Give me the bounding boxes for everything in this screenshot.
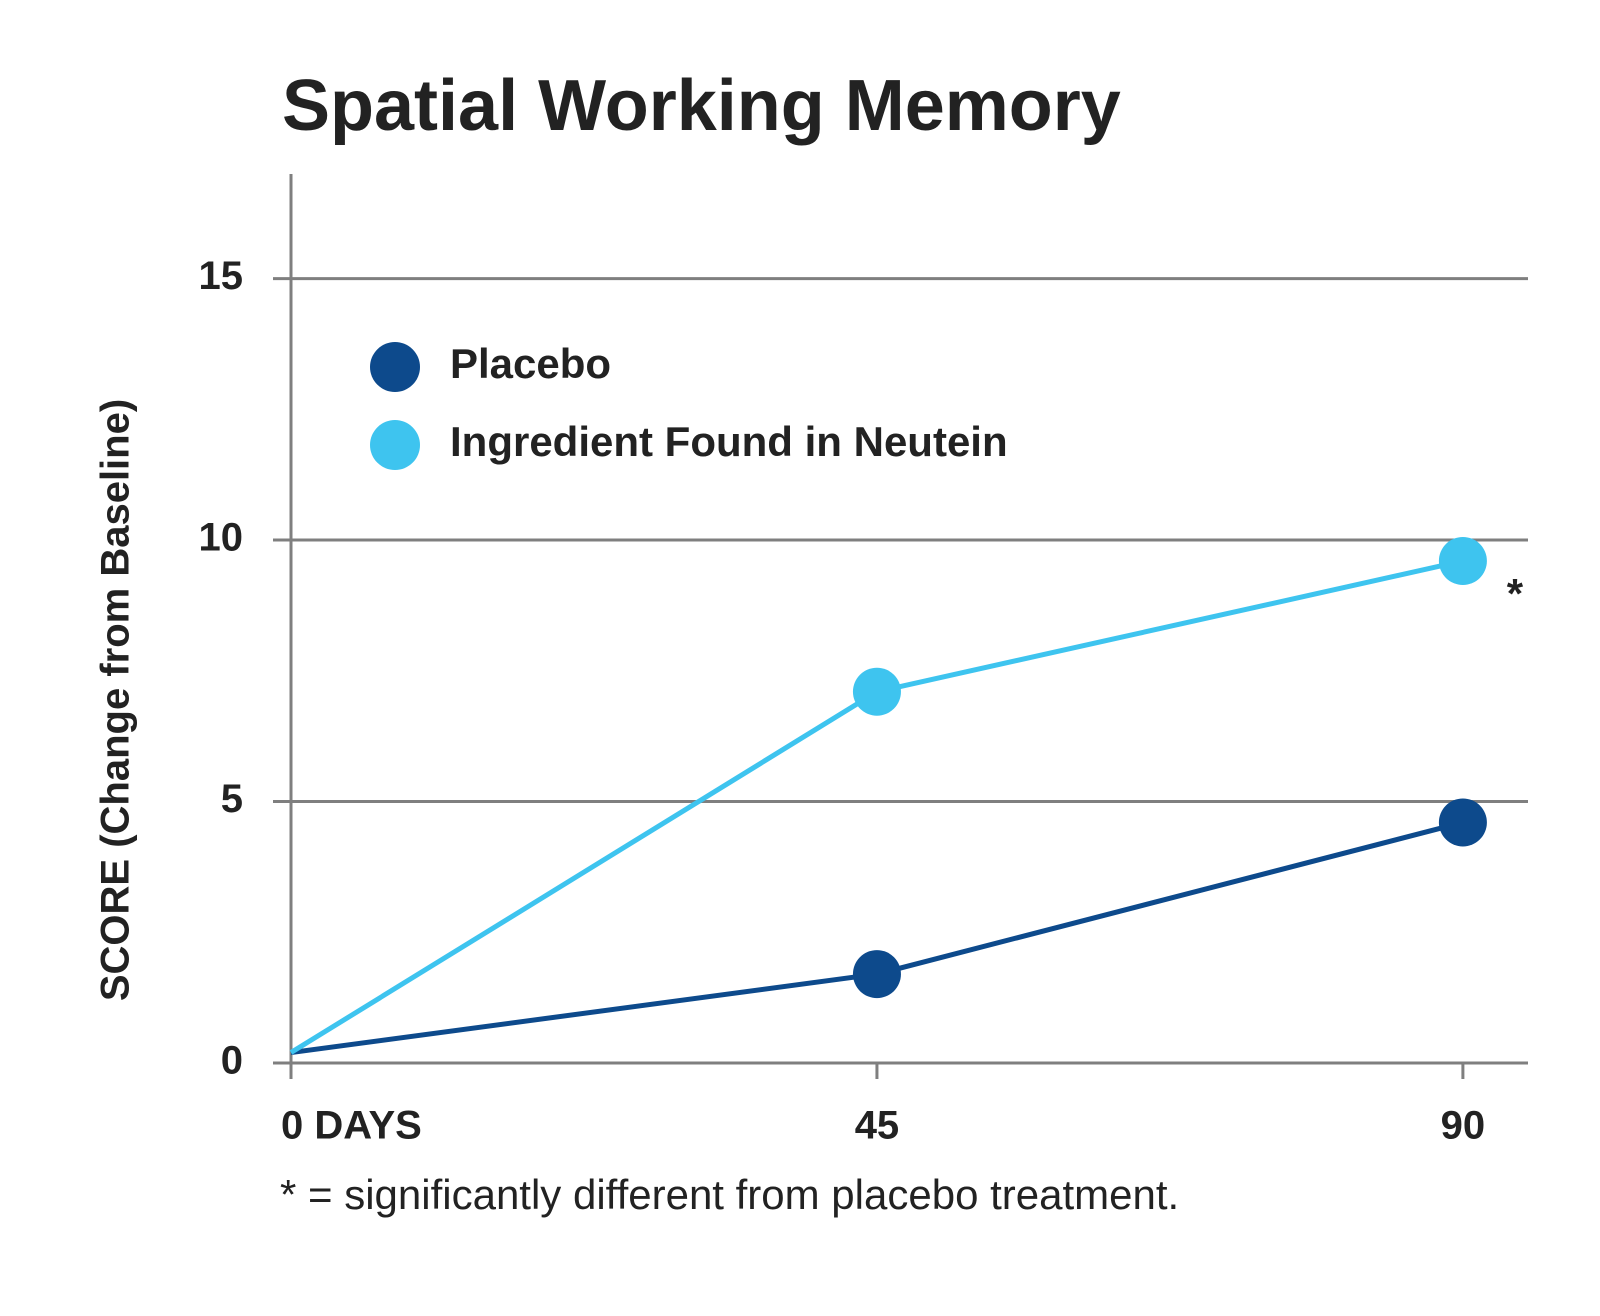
chart-title: Spatial Working Memory xyxy=(282,66,1121,146)
y-tick-label: 15 xyxy=(199,254,244,298)
data-point xyxy=(1438,536,1487,585)
x-tick-label: 0 DAYS xyxy=(281,1104,422,1148)
y-axis-label: SCORE (Change from Baseline) xyxy=(94,399,138,1001)
legend-label: Ingredient Found in Neutein xyxy=(450,418,1008,465)
data-point xyxy=(852,667,901,716)
legend-label: Placebo xyxy=(450,340,611,387)
legend-marker xyxy=(370,342,420,392)
x-tick-label: 45 xyxy=(855,1104,900,1148)
annotation: * xyxy=(1507,570,1524,617)
data-point xyxy=(1438,798,1487,847)
y-tick-label: 5 xyxy=(221,777,243,821)
y-tick-label: 10 xyxy=(199,516,244,560)
series-line xyxy=(290,820,1464,1056)
y-tick-label: 0 xyxy=(221,1039,243,1083)
legend-marker xyxy=(370,420,420,470)
x-tick-label: 90 xyxy=(1441,1104,1486,1148)
footnote: * = significantly different from placebo… xyxy=(280,1171,1179,1218)
data-point xyxy=(852,950,901,999)
